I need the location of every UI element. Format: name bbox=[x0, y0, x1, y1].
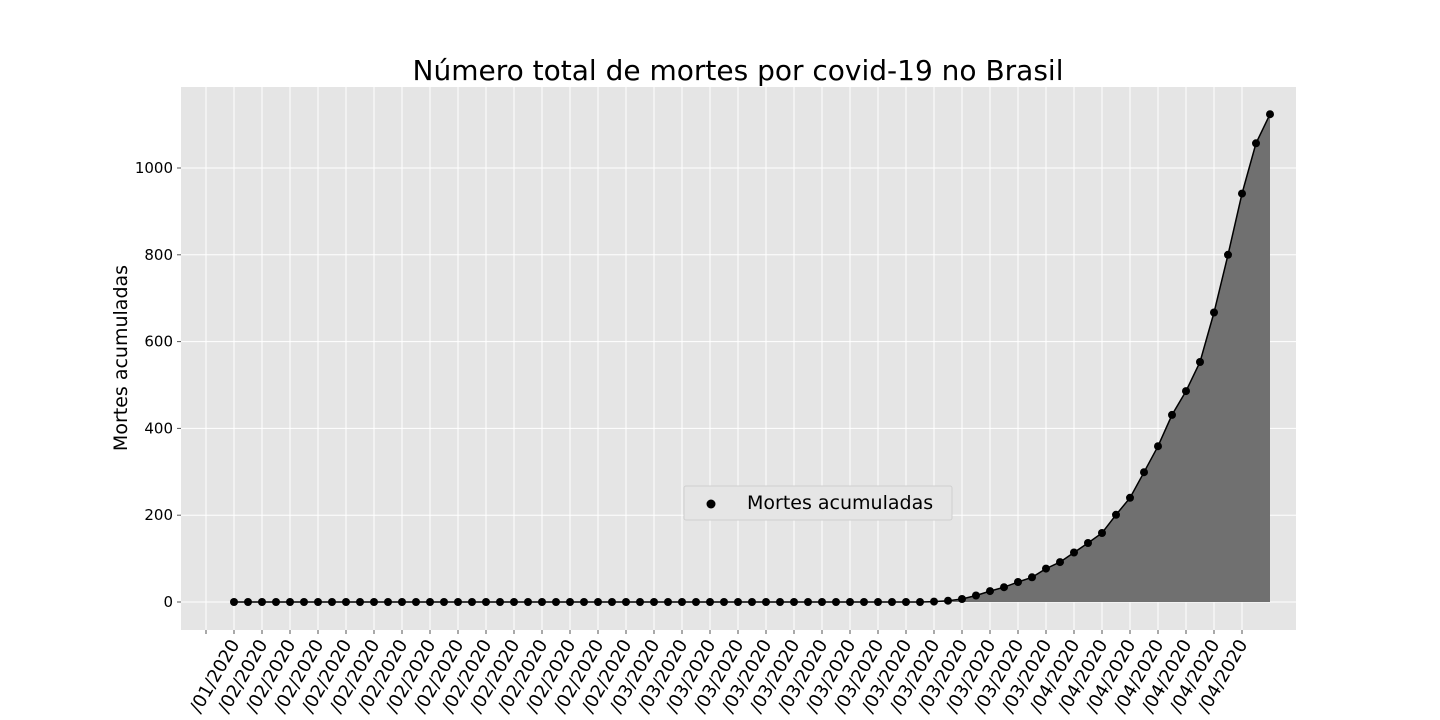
data-point bbox=[664, 598, 672, 606]
data-point bbox=[314, 598, 322, 606]
y-axis-ticks: 0 200 400 600 800 1000 bbox=[135, 159, 181, 611]
y-tick-label: 600 bbox=[144, 333, 173, 351]
data-point bbox=[846, 598, 854, 606]
chart-title: Número total de mortes por covid-19 no B… bbox=[413, 54, 1064, 87]
data-point bbox=[804, 598, 812, 606]
data-point bbox=[384, 598, 392, 606]
area-fill bbox=[234, 114, 1270, 602]
data-point bbox=[482, 598, 490, 606]
data-point bbox=[1154, 442, 1162, 451]
data-point bbox=[748, 598, 756, 606]
data-point bbox=[370, 598, 378, 606]
data-point bbox=[958, 595, 966, 603]
data-point bbox=[328, 598, 336, 606]
data-point bbox=[1266, 110, 1274, 119]
data-point bbox=[888, 598, 896, 606]
data-point bbox=[1196, 358, 1204, 366]
data-point bbox=[762, 598, 770, 606]
data-point bbox=[426, 598, 434, 606]
data-point bbox=[1070, 548, 1078, 557]
data-point bbox=[496, 598, 504, 606]
data-point bbox=[538, 598, 546, 606]
data-point bbox=[244, 598, 252, 606]
data-point bbox=[874, 598, 882, 606]
data-point bbox=[692, 598, 700, 606]
data-point bbox=[230, 598, 238, 606]
data-point bbox=[1028, 573, 1036, 582]
data-point bbox=[720, 598, 728, 606]
data-point bbox=[916, 598, 924, 606]
data-point bbox=[818, 598, 826, 606]
data-point bbox=[524, 598, 532, 606]
data-point bbox=[1042, 564, 1050, 573]
data-point bbox=[944, 596, 952, 605]
data-point bbox=[300, 598, 308, 606]
data-point bbox=[902, 598, 910, 606]
data-point bbox=[258, 598, 266, 606]
data-point bbox=[1252, 139, 1260, 148]
data-point bbox=[972, 591, 980, 600]
data-point bbox=[1126, 493, 1134, 502]
data-point bbox=[566, 598, 574, 606]
data-point bbox=[1238, 189, 1246, 198]
data-point bbox=[930, 597, 938, 606]
data-point bbox=[678, 598, 686, 606]
data-point bbox=[440, 598, 448, 606]
data-point bbox=[1084, 539, 1092, 547]
y-tick-label: 200 bbox=[144, 506, 173, 524]
data-point bbox=[608, 598, 616, 606]
y-tick-label: 0 bbox=[163, 593, 173, 611]
data-point bbox=[552, 598, 560, 606]
data-point bbox=[454, 598, 462, 606]
data-point bbox=[706, 598, 714, 606]
data-point bbox=[986, 587, 994, 596]
data-point bbox=[1112, 510, 1120, 519]
data-point bbox=[286, 598, 294, 606]
data-point bbox=[580, 598, 588, 606]
legend-box bbox=[683, 485, 953, 521]
data-point bbox=[510, 598, 518, 606]
data-point bbox=[1014, 578, 1022, 586]
data-point bbox=[1140, 468, 1148, 477]
data-point bbox=[342, 598, 350, 606]
data-point bbox=[594, 598, 602, 606]
data-point bbox=[356, 598, 364, 606]
data-point bbox=[650, 598, 658, 606]
data-point bbox=[734, 598, 742, 606]
data-point bbox=[1098, 529, 1106, 537]
y-tick-label: 1000 bbox=[135, 159, 173, 177]
legend-marker bbox=[706, 499, 716, 509]
data-point bbox=[832, 598, 840, 606]
data-point bbox=[272, 598, 280, 606]
data-point bbox=[1168, 410, 1176, 419]
data-point bbox=[790, 598, 798, 606]
data-point bbox=[776, 598, 784, 606]
data-point bbox=[622, 598, 630, 606]
data-point bbox=[1210, 308, 1218, 317]
data-points bbox=[230, 110, 1274, 606]
data-point bbox=[1056, 558, 1064, 567]
legend: Mortes acumuladas bbox=[683, 485, 953, 521]
data-point bbox=[860, 598, 868, 606]
y-axis-label: Mortes acumuladas bbox=[110, 265, 132, 451]
data-point bbox=[1224, 250, 1232, 259]
legend-label: Mortes acumuladas bbox=[747, 492, 933, 514]
data-point bbox=[1000, 583, 1008, 592]
x-axis-ticks: /01/2020/02/2020/02/2020/02/2020/02/2020… bbox=[186, 630, 1252, 717]
y-tick-label: 800 bbox=[144, 246, 173, 264]
data-point bbox=[1182, 387, 1190, 396]
data-point bbox=[398, 598, 406, 606]
data-point bbox=[468, 598, 476, 606]
data-point bbox=[412, 598, 420, 606]
data-point bbox=[636, 598, 644, 606]
y-tick-label: 400 bbox=[144, 419, 173, 437]
